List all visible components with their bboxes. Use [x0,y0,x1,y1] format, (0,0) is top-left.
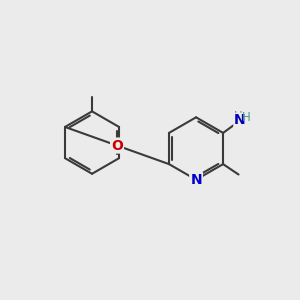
Text: O: O [111,139,123,152]
Text: N: N [190,173,202,187]
Text: N: N [234,113,246,128]
Text: H: H [242,111,251,124]
Text: H: H [234,110,243,123]
